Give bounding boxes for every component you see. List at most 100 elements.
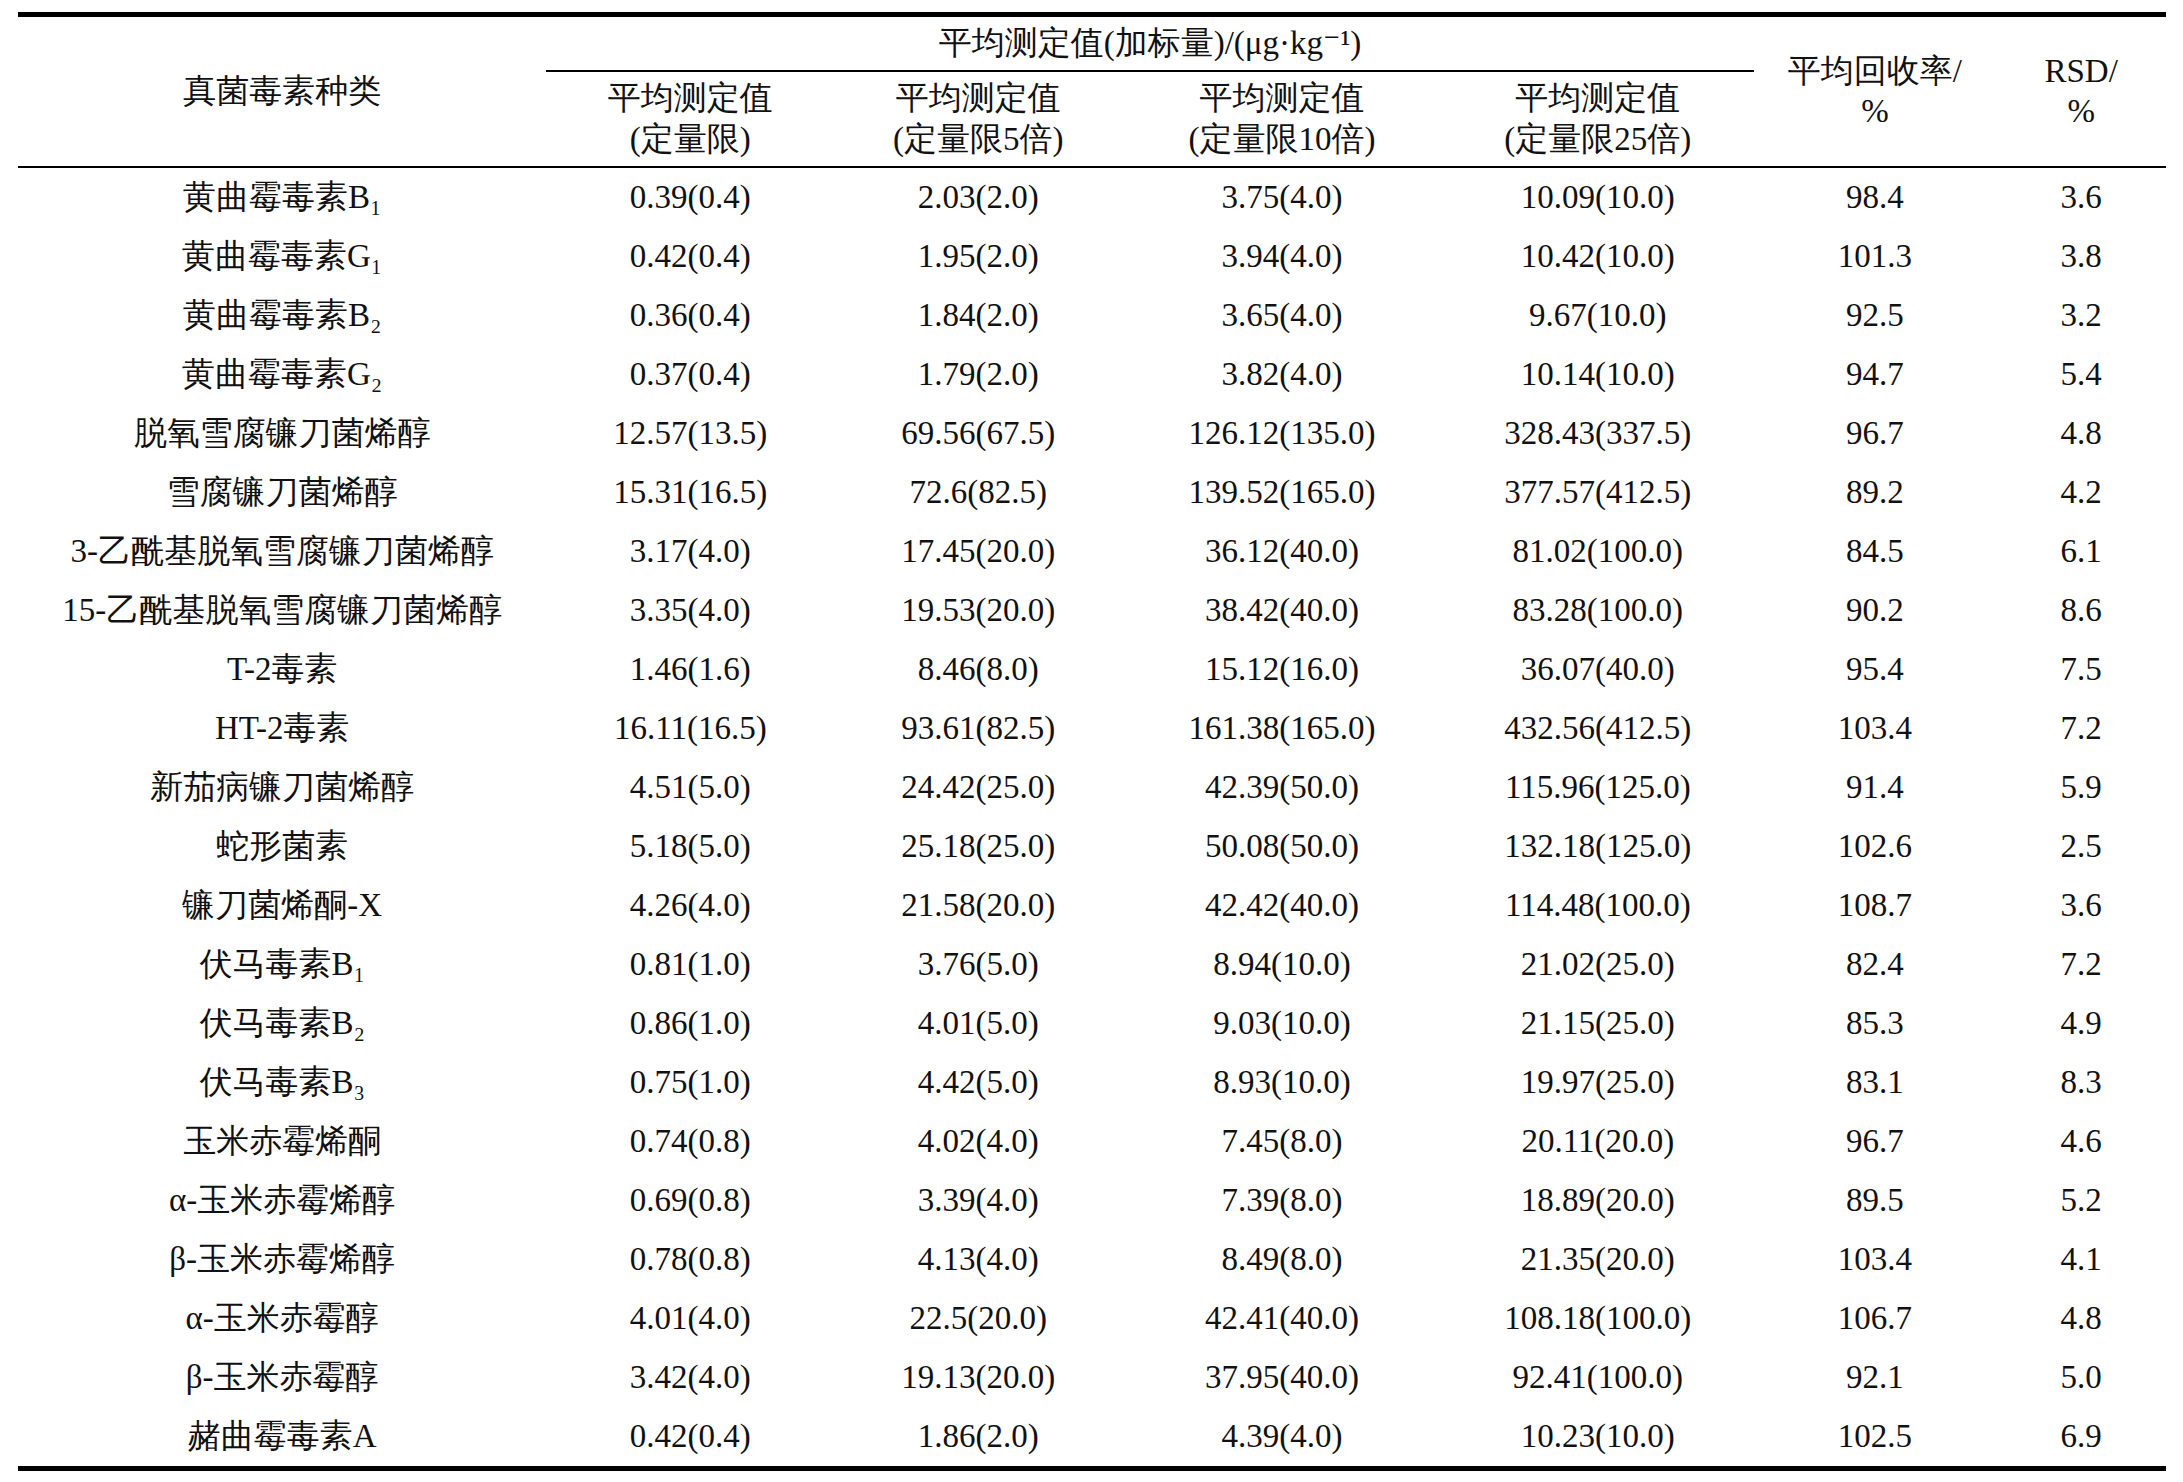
recovery-cell: 96.7: [1754, 1112, 1997, 1171]
analyte-cell: 3-乙酰基脱氧雪腐镰刀菌烯醇: [18, 522, 546, 581]
table-row: 黄曲霉毒素B₂0.36(0.4)1.84(2.0)3.65(4.0)9.67(1…: [18, 286, 2166, 345]
table-row: α-玉米赤霉醇4.01(4.0)22.5(20.0)42.41(40.0)108…: [18, 1289, 2166, 1348]
avg-loq25-cell: 9.67(10.0): [1442, 286, 1753, 345]
recovery-cell: 98.4: [1754, 167, 1997, 227]
recovery-table: 真菌毒素种类 平均测定值(加标量)/(μg·kg⁻¹) 平均回收率/ % RSD…: [18, 12, 2166, 1471]
avg-loq25-cell: 115.96(125.0): [1442, 758, 1753, 817]
avg-loq25-cell: 108.18(100.0): [1442, 1289, 1753, 1348]
avg-loq25-cell: 21.15(25.0): [1442, 994, 1753, 1053]
analyte-cell: 镰刀菌烯酮-X: [18, 876, 546, 935]
rsd-cell: 4.9: [1996, 994, 2166, 1053]
table-row: α-玉米赤霉烯醇0.69(0.8)3.39(4.0)7.39(8.0)18.89…: [18, 1171, 2166, 1230]
rsd-cell: 3.6: [1996, 876, 2166, 935]
avg-loq-cell: 1.46(1.6): [546, 640, 834, 699]
avg-loq25-cell: 132.18(125.0): [1442, 817, 1753, 876]
analyte-cell: 脱氧雪腐镰刀菌烯醇: [18, 404, 546, 463]
avg-loq10-cell: 7.39(8.0): [1122, 1171, 1442, 1230]
avg-loq10-cell: 3.82(4.0): [1122, 345, 1442, 404]
table-row: 3-乙酰基脱氧雪腐镰刀菌烯醇3.17(4.0)17.45(20.0)36.12(…: [18, 522, 2166, 581]
analyte-cell: T-2毒素: [18, 640, 546, 699]
rsd-header-line1: RSD/: [1996, 51, 2166, 91]
avg-loq10-cell: 126.12(135.0): [1122, 404, 1442, 463]
avg-loq-cell: 0.81(1.0): [546, 935, 834, 994]
avg-loq-cell: 3.17(4.0): [546, 522, 834, 581]
table-row: 镰刀菌烯酮-X4.26(4.0)21.58(20.0)42.42(40.0)11…: [18, 876, 2166, 935]
header-span-row: 真菌毒素种类 平均测定值(加标量)/(μg·kg⁻¹) 平均回收率/ % RSD…: [18, 15, 2166, 71]
avg-loq25-cell: 18.89(20.0): [1442, 1171, 1753, 1230]
analyte-cell: 新茄病镰刀菌烯醇: [18, 758, 546, 817]
avg-loq5-cell: 17.45(20.0): [834, 522, 1122, 581]
measured-values-span-header: 平均测定值(加标量)/(μg·kg⁻¹): [546, 15, 1753, 71]
table-header: 真菌毒素种类 平均测定值(加标量)/(μg·kg⁻¹) 平均回收率/ % RSD…: [18, 15, 2166, 167]
table-row: 伏马毒素B₂0.86(1.0)4.01(5.0)9.03(10.0)21.15(…: [18, 994, 2166, 1053]
recovery-cell: 85.3: [1754, 994, 1997, 1053]
avg-loq5-cell: 1.84(2.0): [834, 286, 1122, 345]
recovery-header-line1: 平均回收率/: [1754, 51, 1997, 91]
loq5-header-line2: (定量限5倍): [834, 119, 1122, 159]
loq10-header-line2: (定量限10倍): [1122, 119, 1442, 159]
avg-loq10-cell: 8.49(8.0): [1122, 1230, 1442, 1289]
recovery-cell: 89.5: [1754, 1171, 1997, 1230]
avg-loq10-cell: 42.41(40.0): [1122, 1289, 1442, 1348]
avg-loq5-cell: 19.53(20.0): [834, 581, 1122, 640]
rsd-cell: 4.6: [1996, 1112, 2166, 1171]
avg-loq5-cell: 1.79(2.0): [834, 345, 1122, 404]
avg-loq10-cell: 161.38(165.0): [1122, 699, 1442, 758]
rsd-cell: 6.9: [1996, 1407, 2166, 1469]
avg-loq25-cell: 10.23(10.0): [1442, 1407, 1753, 1469]
avg-loq10-cell: 3.65(4.0): [1122, 286, 1442, 345]
loq25-header-line2: (定量限25倍): [1442, 119, 1753, 159]
avg-loq5-cell: 19.13(20.0): [834, 1348, 1122, 1407]
table-row: 黄曲霉毒素G₁0.42(0.4)1.95(2.0)3.94(4.0)10.42(…: [18, 227, 2166, 286]
avg-loq25-cell: 328.43(337.5): [1442, 404, 1753, 463]
rsd-cell: 5.9: [1996, 758, 2166, 817]
loq10-column-header: 平均测定值 (定量限10倍): [1122, 71, 1442, 167]
avg-loq10-cell: 8.94(10.0): [1122, 935, 1442, 994]
rsd-cell: 2.5: [1996, 817, 2166, 876]
table-row: 玉米赤霉烯酮0.74(0.8)4.02(4.0)7.45(8.0)20.11(2…: [18, 1112, 2166, 1171]
table-row: T-2毒素1.46(1.6)8.46(8.0)15.12(16.0)36.07(…: [18, 640, 2166, 699]
recovery-cell: 94.7: [1754, 345, 1997, 404]
analyte-cell: 黄曲霉毒素B₁: [18, 167, 546, 227]
rsd-cell: 8.6: [1996, 581, 2166, 640]
table-row: 伏马毒素B₁0.81(1.0)3.76(5.0)8.94(10.0)21.02(…: [18, 935, 2166, 994]
avg-loq-cell: 3.42(4.0): [546, 1348, 834, 1407]
avg-loq10-cell: 7.45(8.0): [1122, 1112, 1442, 1171]
avg-loq5-cell: 3.39(4.0): [834, 1171, 1122, 1230]
rsd-cell: 8.3: [1996, 1053, 2166, 1112]
avg-loq-cell: 0.39(0.4): [546, 167, 834, 227]
loq25-column-header: 平均测定值 (定量限25倍): [1442, 71, 1753, 167]
analyte-cell: 赭曲霉毒素A: [18, 1407, 546, 1469]
avg-loq-cell: 0.86(1.0): [546, 994, 834, 1053]
table-row: 新茄病镰刀菌烯醇4.51(5.0)24.42(25.0)42.39(50.0)1…: [18, 758, 2166, 817]
recovery-cell: 106.7: [1754, 1289, 1997, 1348]
table-row: 黄曲霉毒素B₁0.39(0.4)2.03(2.0)3.75(4.0)10.09(…: [18, 167, 2166, 227]
recovery-cell: 103.4: [1754, 699, 1997, 758]
rsd-cell: 3.8: [1996, 227, 2166, 286]
rsd-cell: 3.2: [1996, 286, 2166, 345]
loq25-header-line1: 平均测定值: [1442, 78, 1753, 118]
avg-loq-cell: 0.42(0.4): [546, 227, 834, 286]
rsd-cell: 4.2: [1996, 463, 2166, 522]
avg-loq25-cell: 10.09(10.0): [1442, 167, 1753, 227]
rsd-cell: 5.0: [1996, 1348, 2166, 1407]
rsd-cell: 4.8: [1996, 404, 2166, 463]
avg-loq25-cell: 20.11(20.0): [1442, 1112, 1753, 1171]
avg-loq25-cell: 21.35(20.0): [1442, 1230, 1753, 1289]
analyte-cell: 15-乙酰基脱氧雪腐镰刀菌烯醇: [18, 581, 546, 640]
analyte-cell: 黄曲霉毒素G₁: [18, 227, 546, 286]
avg-loq25-cell: 83.28(100.0): [1442, 581, 1753, 640]
recovery-cell: 108.7: [1754, 876, 1997, 935]
page: 真菌毒素种类 平均测定值(加标量)/(μg·kg⁻¹) 平均回收率/ % RSD…: [0, 0, 2183, 1482]
avg-loq-cell: 0.36(0.4): [546, 286, 834, 345]
rsd-cell: 7.5: [1996, 640, 2166, 699]
rsd-cell: 6.1: [1996, 522, 2166, 581]
avg-loq-cell: 0.78(0.8): [546, 1230, 834, 1289]
avg-loq10-cell: 15.12(16.0): [1122, 640, 1442, 699]
analyte-cell: α-玉米赤霉醇: [18, 1289, 546, 1348]
avg-loq10-cell: 37.95(40.0): [1122, 1348, 1442, 1407]
table-row: 雪腐镰刀菌烯醇15.31(16.5)72.6(82.5)139.52(165.0…: [18, 463, 2166, 522]
analyte-cell: 伏马毒素B₁: [18, 935, 546, 994]
table-row: 赭曲霉毒素A0.42(0.4)1.86(2.0)4.39(4.0)10.23(1…: [18, 1407, 2166, 1469]
avg-loq10-cell: 42.42(40.0): [1122, 876, 1442, 935]
